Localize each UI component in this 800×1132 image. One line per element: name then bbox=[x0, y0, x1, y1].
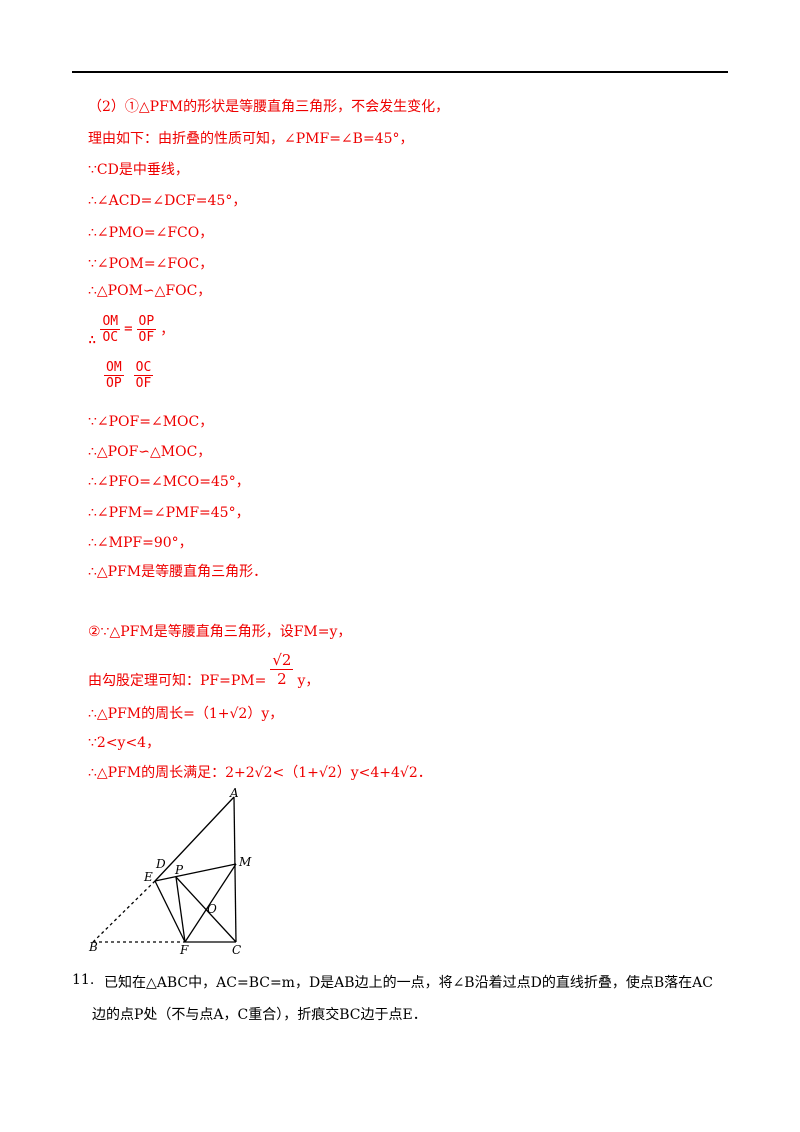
text-line: ∵CD是中垂线， bbox=[88, 162, 189, 178]
text-line: ∴∠PMO=∠FCO， bbox=[88, 225, 214, 241]
text-line: ∴△PFM是等腰直角三角形． bbox=[88, 564, 268, 580]
text-line: ∴△PFM的周长=（1+√2）y， bbox=[88, 706, 284, 722]
num: OP bbox=[136, 313, 157, 330]
point-label: C bbox=[232, 943, 241, 957]
fraction: OP OF bbox=[136, 313, 157, 345]
text: ， bbox=[160, 322, 175, 338]
text-line: 已知在△ABC中，AC=BC=m，D是AB边上的一点，将∠B沿着过点D的直线折叠… bbox=[104, 975, 713, 991]
text-line: ∴△PFM的周长满足：2+2√2<（1+√2）y<4+4√2． bbox=[88, 765, 432, 781]
text-line: ②∵△PFM是等腰直角三角形，设FM=y， bbox=[88, 624, 352, 640]
fraction: √2 2 bbox=[270, 650, 294, 688]
text: = bbox=[124, 321, 133, 337]
top-rule bbox=[72, 71, 728, 73]
den: OC bbox=[102, 329, 119, 345]
fraction: OM OP bbox=[104, 360, 124, 391]
text-line: ∵2<y<4， bbox=[88, 735, 161, 751]
point-label: E bbox=[143, 870, 153, 884]
fraction: OC OF bbox=[133, 360, 154, 391]
den: 2 bbox=[277, 669, 287, 688]
text-line: ∴∠ACD=∠DCF=45°， bbox=[88, 193, 247, 209]
text-line: ∴∠PFO=∠MCO=45°， bbox=[88, 474, 250, 490]
text-line: ∵∠POF=∠MOC， bbox=[88, 414, 214, 430]
point-label: M bbox=[238, 855, 252, 869]
fraction-line: ∴ OM OC = OP OF ， bbox=[88, 310, 175, 349]
point-label: O bbox=[207, 902, 217, 916]
text-line: （2）①△PFM的形状是等腰直角三角形，不会发生变化， bbox=[88, 99, 450, 115]
den: OF bbox=[135, 376, 152, 391]
fraction-line: OM OP OC OF bbox=[104, 360, 154, 391]
den: OP bbox=[106, 376, 122, 391]
fraction: OM OC bbox=[100, 313, 121, 345]
text-line: 边的点P处（不与点A，C重合），折痕交BC边于点E． bbox=[92, 1007, 427, 1023]
text-line: 11. bbox=[72, 972, 95, 988]
text: ∴ bbox=[88, 332, 97, 348]
text-line: ∵∠POM=∠FOC， bbox=[88, 256, 214, 272]
text-line: ∴∠PFM=∠PMF=45°， bbox=[88, 505, 250, 521]
point-label: F bbox=[179, 943, 189, 957]
pythagoras-line: 由勾股定理可知：PF=PM= √2 2 y， bbox=[88, 648, 319, 690]
text: y， bbox=[297, 673, 320, 689]
point-label: A bbox=[229, 786, 239, 800]
num: OC bbox=[133, 360, 154, 376]
point-label: D bbox=[155, 857, 166, 871]
point-label: P bbox=[174, 863, 184, 877]
text-line: ∴△POF∽△MOC， bbox=[88, 444, 212, 460]
num: OM bbox=[100, 313, 121, 330]
text: 由勾股定理可知：PF=PM= bbox=[88, 673, 267, 689]
text-line: ∴∠MPF=90°， bbox=[88, 535, 193, 551]
den: OF bbox=[138, 329, 155, 345]
point-label: B bbox=[88, 940, 98, 954]
text-line: 理由如下：由折叠的性质可知，∠PMF=∠B=45°， bbox=[88, 131, 414, 147]
num: √2 bbox=[270, 650, 294, 670]
num: OM bbox=[104, 360, 124, 376]
text-line: ∴△POM∽△FOC， bbox=[88, 283, 212, 299]
